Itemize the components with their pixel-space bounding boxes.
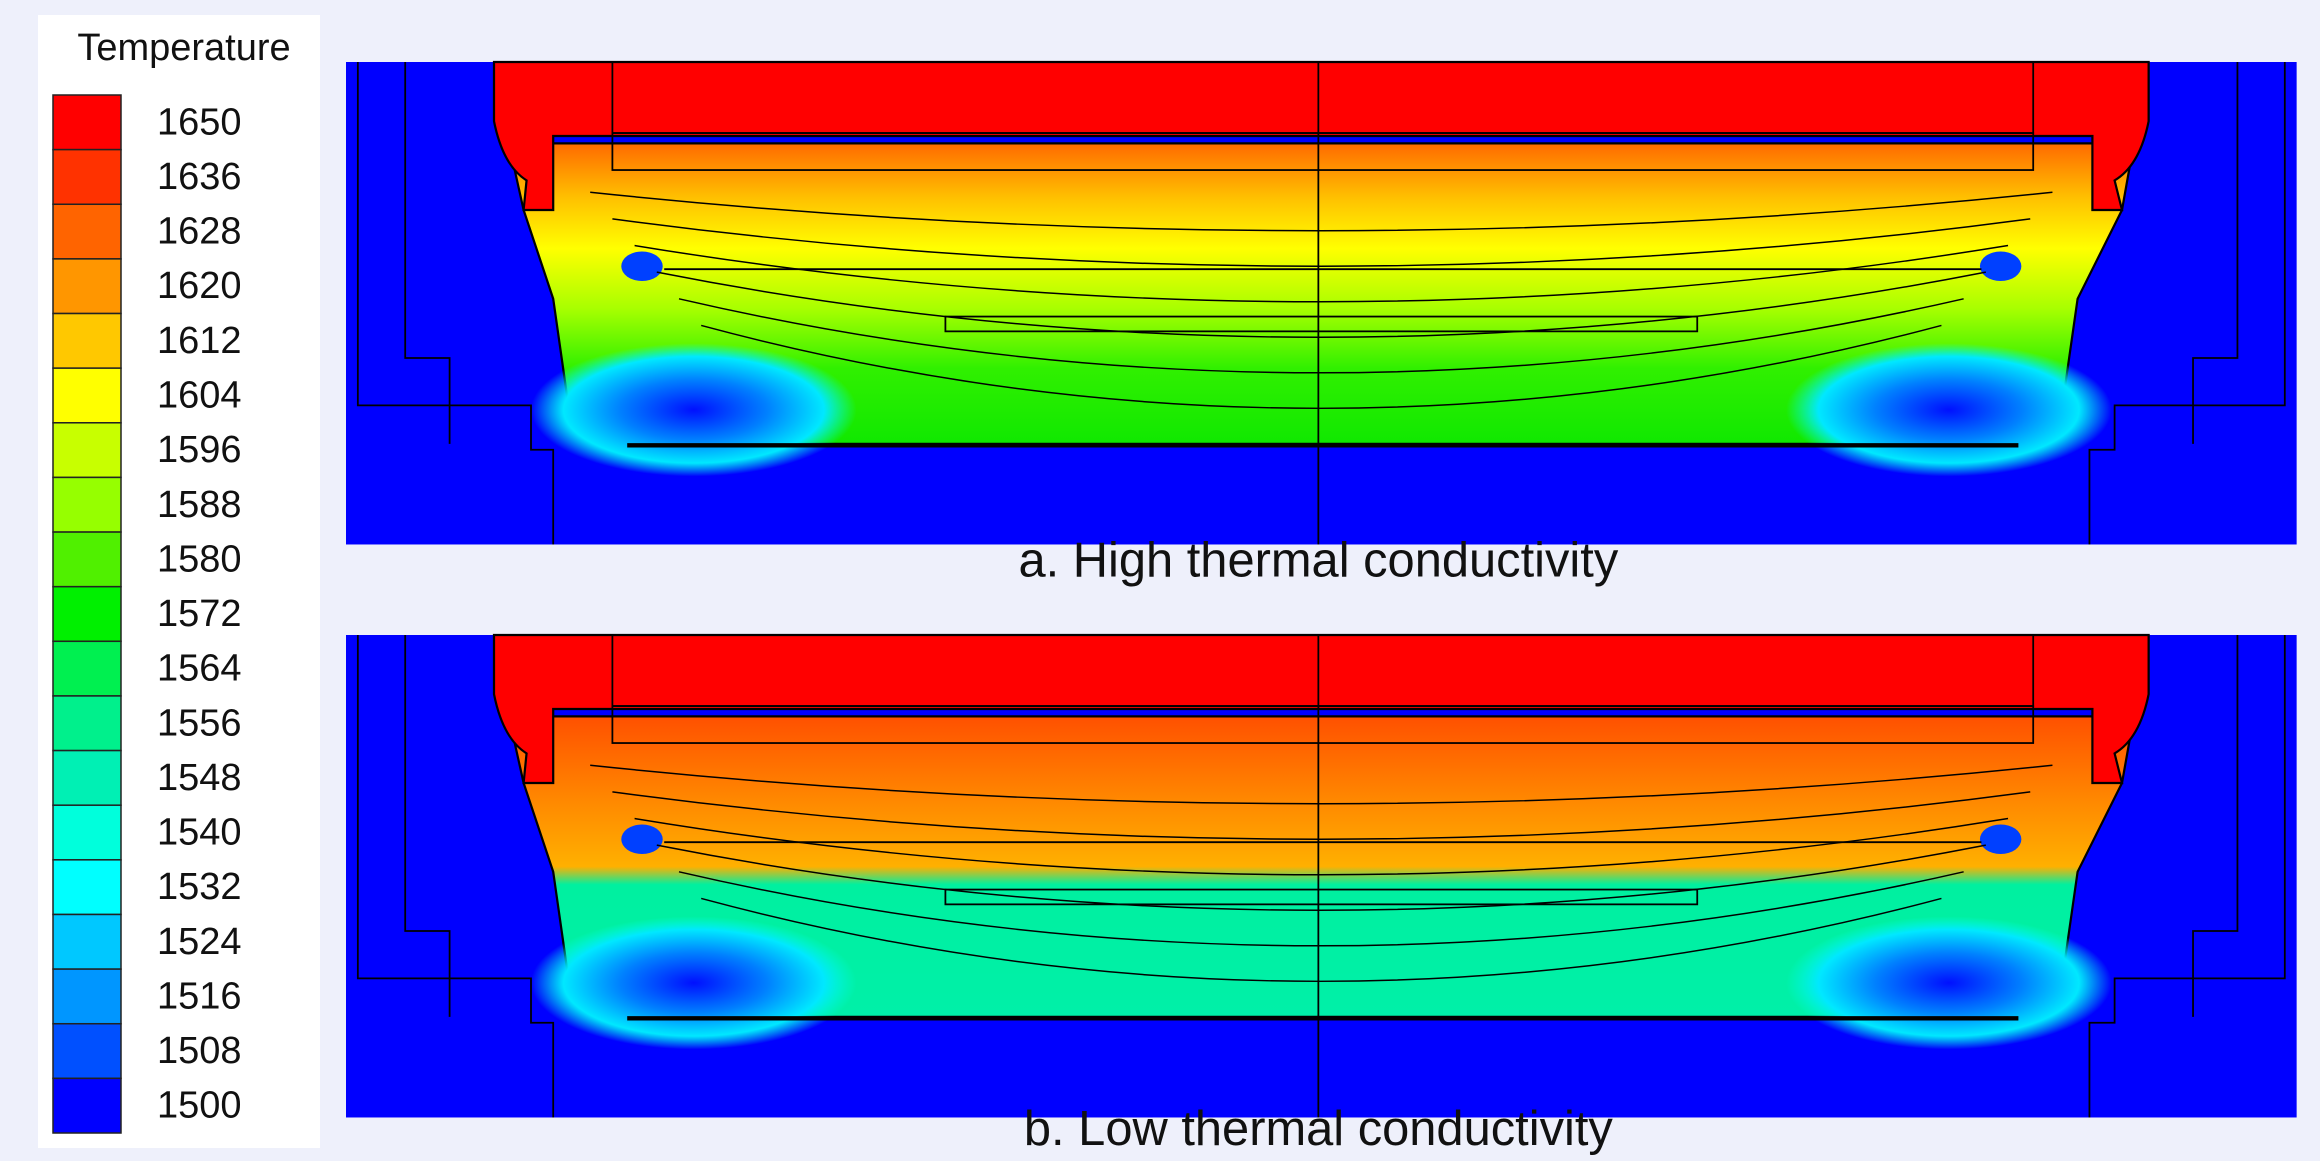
legend-label: 1556	[157, 702, 242, 744]
heater	[492, 60, 2150, 212]
cold-spot	[621, 251, 663, 282]
panel-caption: a. High thermal conductivity	[1018, 534, 1618, 588]
legend-swatch	[52, 1077, 122, 1134]
contour-line	[590, 191, 2053, 232]
legend-label: 1612	[157, 320, 242, 362]
legend-title: Temperature	[77, 27, 290, 69]
legend-swatch	[52, 422, 122, 479]
legend-label: 1540	[157, 812, 242, 854]
legend-swatch	[52, 585, 122, 643]
legend-label: 1596	[157, 429, 242, 471]
contour-line	[701, 324, 1942, 410]
legend-swatch	[52, 913, 122, 970]
heater	[492, 633, 2150, 785]
legend-swatch	[52, 312, 122, 369]
contour-line	[656, 271, 1986, 338]
cold-spot	[1979, 251, 2022, 282]
contour-line	[612, 218, 2031, 267]
panels: a. High thermal conductivity b. Low therm…	[346, 60, 2297, 1156]
legend-label: 1508	[157, 1030, 242, 1072]
cold-zone	[531, 916, 857, 1050]
legend-swatch	[52, 203, 122, 260]
heater-plate	[611, 132, 2035, 171]
panel-caption: b. Low thermal conductivity	[1024, 1102, 1614, 1156]
contour-panel: b. Low thermal conductivity	[346, 633, 2297, 1156]
legend-swatch	[52, 94, 122, 151]
contour-panel: a. High thermal conductivity	[346, 60, 2297, 588]
legend-swatch	[52, 640, 122, 697]
legend-label: 1500	[157, 1085, 242, 1127]
contour-line	[634, 817, 2009, 876]
legend-label: 1580	[157, 538, 242, 580]
contour-line	[612, 791, 2031, 840]
frame	[356, 62, 2286, 545]
legend-swatch	[52, 148, 122, 206]
legend-label: 1572	[157, 593, 242, 635]
cold-zone	[1786, 343, 2112, 477]
contour-line	[590, 764, 2053, 805]
legend-label: 1564	[157, 648, 242, 690]
cold-zone	[531, 343, 857, 477]
legend-label: 1548	[157, 757, 242, 799]
contour-line	[656, 844, 1986, 911]
legend-swatch	[52, 859, 122, 916]
legend: 1650 1636 1628 1620 1612 1604 1596 1588 1580 1572…	[52, 94, 242, 1134]
legend-label: 1532	[157, 866, 242, 908]
contour-line	[678, 871, 1964, 947]
cold-spot	[1979, 824, 2022, 855]
legend-label: 1620	[157, 265, 242, 307]
legend-swatch	[52, 258, 122, 315]
frame	[356, 635, 2286, 1118]
legend-label: 1636	[157, 156, 242, 198]
legend-swatch	[52, 531, 122, 588]
legend-swatch	[52, 749, 122, 806]
legend-swatch	[52, 695, 122, 752]
cold-spot	[621, 824, 663, 855]
crystal	[944, 315, 1699, 333]
legend-swatch	[52, 367, 122, 424]
legend-label: 1588	[157, 484, 242, 526]
legend-label: 1604	[157, 375, 242, 417]
contour-line	[634, 244, 2009, 303]
legend-label: 1524	[157, 921, 242, 963]
cold-zone	[1786, 916, 2112, 1050]
legend-label: 1628	[157, 211, 242, 253]
contour-line	[701, 897, 1942, 983]
contour-line	[678, 298, 1964, 374]
legend-swatch	[52, 968, 122, 1025]
legend-swatch	[52, 804, 122, 861]
legend-label: 1516	[157, 975, 242, 1017]
heater-plate	[611, 705, 2035, 744]
legend-swatch	[52, 1022, 122, 1080]
crystal	[944, 888, 1699, 906]
legend-label: 1650	[157, 101, 242, 143]
legend-swatch	[52, 476, 122, 533]
